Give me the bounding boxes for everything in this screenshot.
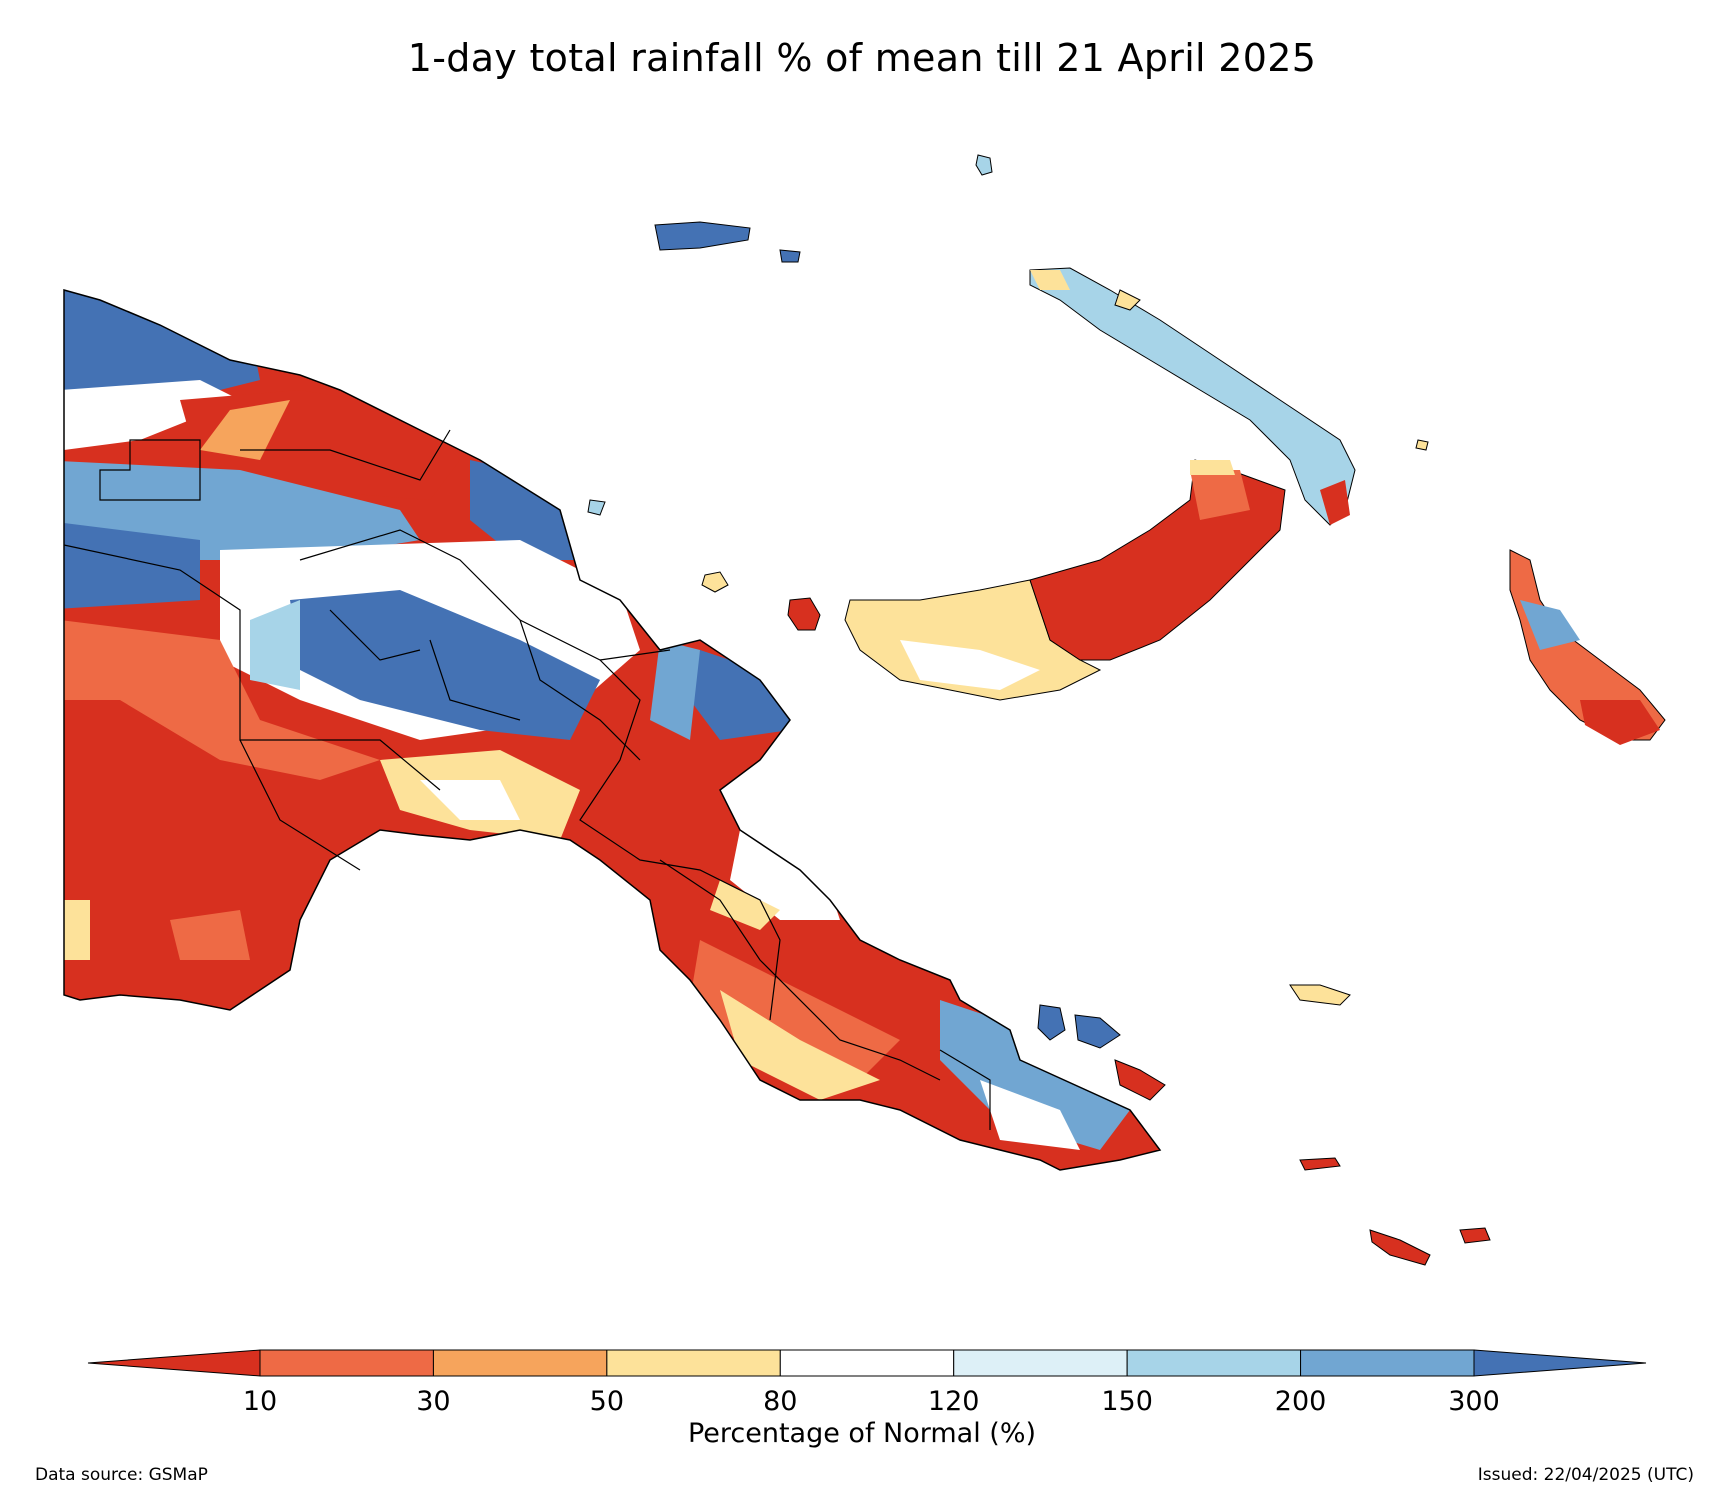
island-new-ireland-yellow [1030, 270, 1070, 290]
island-misima [1299, 1157, 1341, 1171]
colorbar-tick-30: 30 [416, 1386, 451, 1417]
region-northwest-white [64, 380, 240, 450]
colorbar-tick-50: 50 [589, 1386, 625, 1417]
colorbar-tick-120: 120 [927, 1386, 980, 1417]
region-morobe-yellow [710, 880, 780, 930]
colorbar-bin-200-300 [1300, 1349, 1475, 1377]
boundary-line [299, 529, 781, 1021]
boundary-line [519, 619, 641, 761]
data-source: Data source: GSMaP [35, 1465, 208, 1485]
colorbar-bin-50-80 [606, 1349, 781, 1377]
issued-date: Issued: 22/04/2025 (UTC) [1477, 1465, 1694, 1485]
island-new-britain-east-orange [1190, 470, 1250, 520]
colorbar-tick-80: 80 [763, 1386, 798, 1417]
island-tagula [1369, 1229, 1431, 1266]
island-dentrecasteaux-west [1037, 1004, 1066, 1041]
colorbar-bin-120-150 [953, 1349, 1128, 1377]
island-bougainville-north [1520, 600, 1580, 650]
colorbar-bin-10-30 [259, 1349, 434, 1377]
colorbar-bin-30-50 [432, 1349, 608, 1377]
island-mussau [975, 154, 993, 176]
island-umboi [787, 597, 821, 631]
island-nissan [1415, 439, 1429, 451]
colorbar-tick-10: 10 [242, 1386, 278, 1417]
island-long [701, 571, 729, 593]
region-papuan-tip-white [980, 1080, 1080, 1150]
island-bougainville-south [1580, 700, 1660, 745]
island-karkar [587, 499, 606, 516]
colorbar-bin->300 [1473, 1349, 1647, 1377]
region-western-orange-patch [170, 910, 250, 960]
island-manus-east [779, 249, 801, 263]
colorbar-tick-150: 150 [1101, 1386, 1153, 1417]
boundary-line [599, 649, 671, 661]
boundary-line [239, 739, 361, 871]
region-gulf-white [420, 780, 520, 820]
province-boundaries [63, 429, 991, 1130]
island-woodlark [1289, 984, 1351, 1006]
mainland-coastline [63, 289, 1162, 1171]
region-highlands-central [290, 590, 600, 740]
colorbar-bin-150-200 [1126, 1349, 1302, 1377]
colorbar-tick-200: 200 [1274, 1386, 1327, 1417]
region-western-yellow-patch [64, 900, 90, 960]
boundary-line [429, 639, 521, 721]
colorbar-label: Percentage of Normal (%) [687, 1418, 1037, 1449]
boundary-line [240, 429, 451, 481]
region-sepik-band [200, 400, 290, 460]
colorbar-bin-80-120 [779, 1349, 955, 1377]
island-new-hanover [1114, 289, 1141, 311]
boundary-line [63, 544, 441, 791]
colorbar-bin-<10 [87, 1349, 261, 1377]
island-dentrecasteaux-east [1114, 1059, 1166, 1101]
region-morobe-white [730, 830, 840, 920]
island-new-britain-west-white [900, 640, 1040, 690]
boundary-line [329, 609, 421, 661]
island-dentrecasteaux-mid [1074, 1014, 1121, 1049]
boundary-line [939, 1049, 991, 1130]
region-peninsula-yellow [720, 990, 880, 1100]
map-title: 1-day total rainfall % of mean till 21 A… [407, 36, 1317, 80]
island-new-ireland-tip [1320, 480, 1350, 525]
boundary-line [99, 439, 201, 501]
island-manus [654, 221, 751, 251]
region-highlands-ring [250, 600, 300, 690]
colorbar-tick-300: 300 [1448, 1386, 1500, 1417]
island-rossel [1459, 1227, 1491, 1244]
boundary-line [659, 859, 941, 1081]
island-gazelle-yellow [1190, 460, 1235, 475]
region-madang-ring [650, 640, 700, 740]
region-papuan-tip-blue [940, 1000, 1130, 1150]
region-west-dark-band [64, 520, 200, 610]
